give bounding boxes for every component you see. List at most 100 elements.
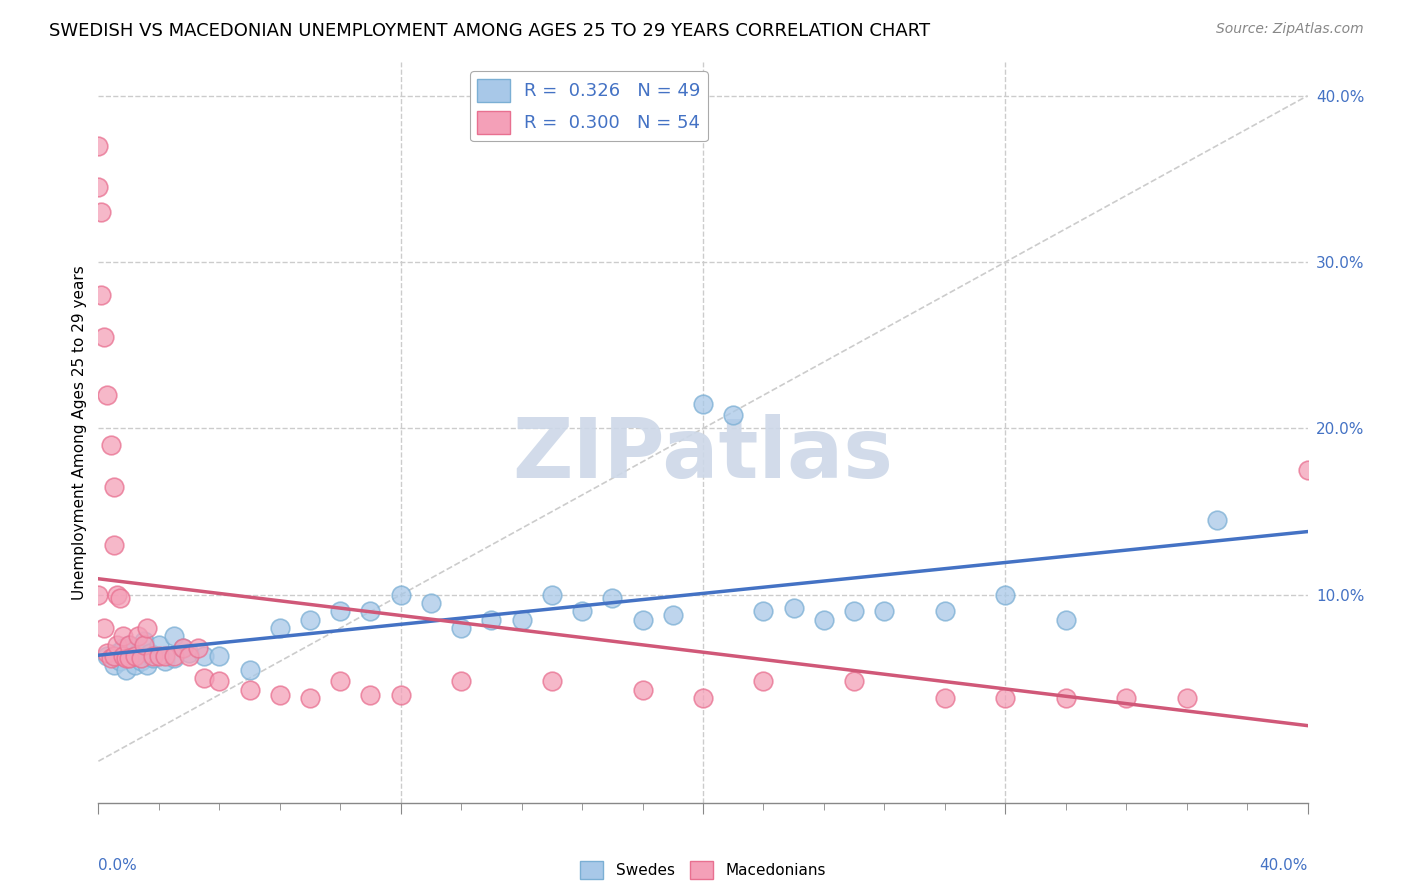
Point (187, 641, 209, 656)
Point (127, 629, 149, 643)
Point (96, 649, 118, 664)
Point (118, 651, 141, 665)
Point (118, 651, 141, 665)
Point (193, 671, 215, 685)
Point (510, 613, 533, 627)
Point (934, 690, 956, 705)
Point (299, 613, 322, 627)
Text: 40.0%: 40.0% (1260, 858, 1308, 873)
Point (450, 674, 472, 689)
Point (103, 657, 125, 672)
Point (93, 330, 115, 344)
Point (111, 641, 134, 656)
Point (723, 408, 745, 422)
Point (90, 288, 112, 302)
Point (139, 646, 162, 660)
Point (540, 674, 562, 689)
Point (360, 688, 382, 702)
Point (105, 638, 128, 652)
Point (93, 621, 115, 635)
Point (111, 649, 134, 664)
Point (994, 588, 1017, 602)
Point (129, 651, 152, 665)
Point (994, 690, 1017, 705)
Point (752, 605, 775, 619)
Point (1054, 690, 1077, 705)
Point (329, 674, 352, 689)
Point (1296, 463, 1319, 477)
Point (571, 605, 593, 619)
Point (124, 649, 146, 664)
Point (114, 651, 136, 665)
Point (172, 641, 194, 656)
Point (172, 641, 194, 656)
Point (103, 649, 125, 664)
Point (1054, 613, 1077, 627)
Text: 0.0%: 0.0% (98, 858, 138, 873)
Text: ZIPatlas: ZIPatlas (513, 414, 893, 495)
Point (129, 654, 152, 668)
Point (934, 605, 956, 619)
Point (135, 621, 157, 635)
Point (360, 605, 382, 619)
Point (481, 613, 503, 627)
Point (844, 605, 866, 619)
Point (692, 690, 714, 705)
Point (1115, 690, 1137, 705)
Point (179, 649, 201, 664)
Point (631, 613, 654, 627)
Point (148, 649, 170, 664)
Text: SWEDISH VS MACEDONIAN UNEMPLOYMENT AMONG AGES 25 TO 29 YEARS CORRELATION CHART: SWEDISH VS MACEDONIAN UNEMPLOYMENT AMONG… (49, 22, 931, 40)
Point (87, 180, 110, 194)
Point (96, 388, 118, 402)
Point (163, 649, 186, 664)
Point (142, 651, 165, 665)
Point (111, 629, 134, 643)
Point (153, 649, 176, 664)
Point (239, 663, 262, 677)
Text: Source: ZipAtlas.com: Source: ZipAtlas.com (1216, 22, 1364, 37)
Point (420, 596, 443, 610)
Point (90, 205, 112, 219)
Point (844, 674, 866, 689)
Point (105, 646, 128, 660)
Point (239, 682, 262, 697)
Point (1175, 690, 1198, 705)
Point (132, 634, 155, 648)
Point (153, 654, 176, 668)
Point (389, 688, 412, 702)
Point (813, 613, 835, 627)
Point (100, 651, 122, 665)
Point (208, 649, 231, 664)
Point (752, 674, 775, 689)
Point (148, 638, 170, 652)
Point (269, 621, 291, 635)
Legend: Swedes, Macedonians: Swedes, Macedonians (575, 855, 831, 885)
Point (269, 688, 291, 702)
Point (100, 438, 122, 452)
Point (105, 588, 128, 602)
Point (87, 138, 110, 153)
Point (142, 649, 165, 664)
Point (661, 607, 683, 622)
Point (631, 682, 654, 697)
Point (118, 638, 141, 652)
Point (329, 605, 352, 619)
Y-axis label: Unemployment Among Ages 25 to 29 years: Unemployment Among Ages 25 to 29 years (72, 265, 87, 600)
Point (450, 621, 472, 635)
Point (87, 588, 110, 602)
Point (132, 638, 155, 652)
Point (540, 588, 562, 602)
Point (179, 646, 201, 660)
Point (108, 591, 131, 606)
Point (389, 588, 412, 602)
Point (103, 538, 125, 552)
Point (602, 591, 624, 606)
Point (96, 646, 118, 660)
Point (118, 638, 141, 652)
Point (163, 651, 186, 665)
Point (103, 480, 125, 494)
Point (124, 657, 146, 672)
Point (135, 657, 157, 672)
Point (114, 663, 136, 677)
